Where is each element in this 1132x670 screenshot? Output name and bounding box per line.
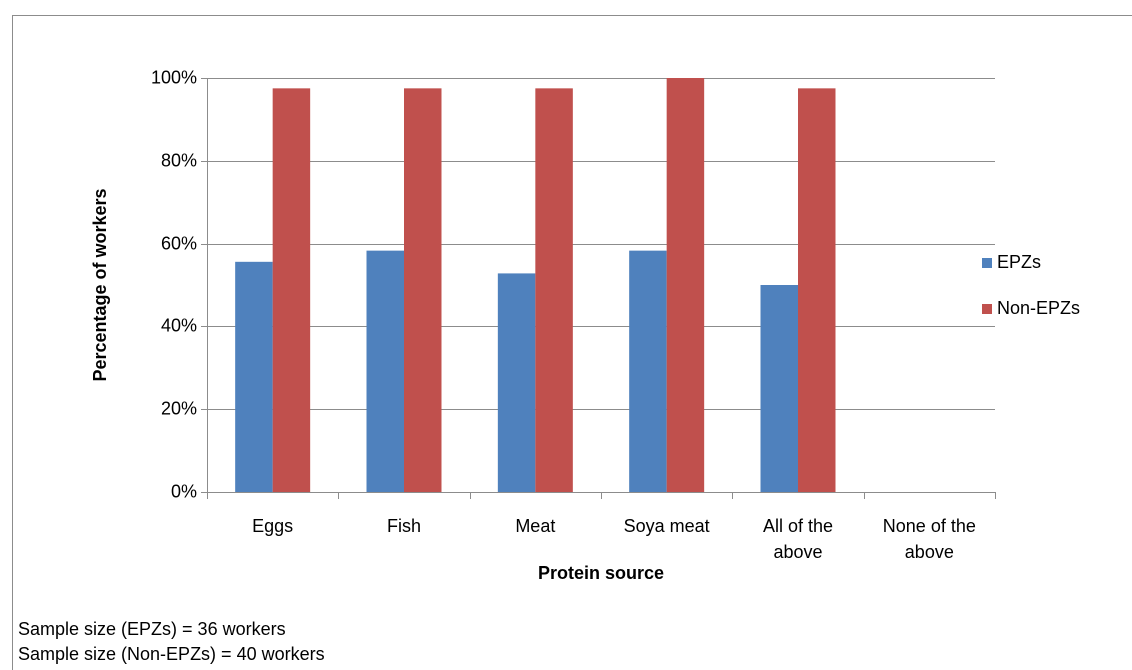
y-tick-label: 80% [161, 150, 197, 170]
x-tick-label: All of the above [763, 516, 833, 562]
legend-swatch [982, 304, 992, 314]
y-tick-label: 100% [151, 67, 197, 87]
x-tick-label: Meat [515, 516, 555, 536]
y-tick-label: 0% [171, 481, 197, 501]
bar [404, 88, 442, 492]
x-tick-label: Fish [387, 516, 421, 536]
bar [272, 88, 311, 492]
bar [535, 88, 573, 492]
y-tick-label: 60% [161, 233, 197, 253]
bar [235, 261, 273, 492]
x-tick-label: None of the above [883, 516, 976, 562]
y-tick-label: 40% [161, 315, 197, 335]
x-tick-label: Soya meat [624, 516, 710, 536]
legend-swatch [982, 258, 992, 268]
bar [497, 273, 536, 492]
legend-label: Non-EPZs [997, 298, 1080, 318]
y-tick-label: 20% [161, 398, 197, 418]
bar [366, 250, 404, 492]
bar [760, 285, 798, 492]
note: Sample size (Non-EPZs) = 40 workers [18, 644, 325, 664]
x-tick-label: Eggs [252, 516, 293, 536]
y-axis-label: Percentage of workers [90, 188, 110, 381]
note: Sample size (EPZs) = 36 workers [18, 619, 286, 639]
x-axis-label: Protein source [538, 563, 664, 583]
bar [666, 78, 705, 492]
bar [798, 88, 836, 492]
legend-label: EPZs [997, 252, 1041, 272]
bar [629, 250, 667, 492]
